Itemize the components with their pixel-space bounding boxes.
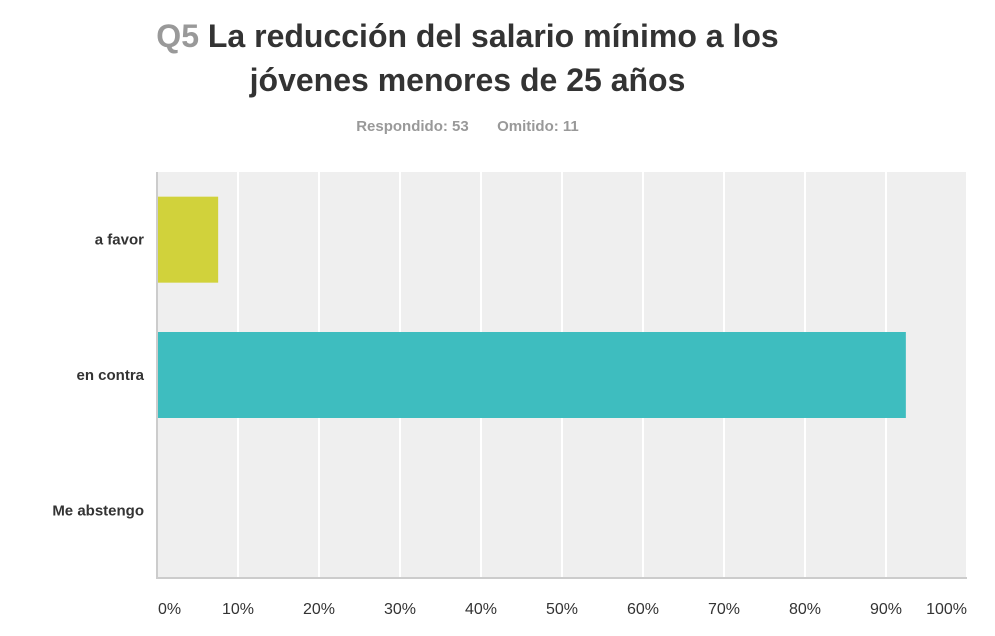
x-tick-label: 60%	[627, 601, 659, 618]
x-tick-label: 100%	[926, 601, 967, 618]
response-stats: Respondido: 53 Omitido: 11	[0, 118, 935, 135]
bar-a-favor	[158, 196, 219, 283]
answered-value: 53	[452, 118, 469, 135]
category-label: en contra	[76, 367, 144, 384]
x-tick-label: 90%	[870, 601, 902, 618]
x-tick-label: 20%	[303, 601, 335, 618]
x-tick-label: 10%	[222, 601, 254, 618]
question-text-line2: jóvenes menores de 25 años	[249, 62, 686, 98]
chart-title: Q5 La reducción del salario mínimo a los…	[0, 14, 935, 102]
skipped-value: 11	[562, 118, 579, 135]
answered-label: Respondido:	[356, 118, 448, 135]
x-tick-label: 30%	[384, 601, 416, 618]
chart-title-line1: Q5 La reducción del salario mínimo a los	[0, 14, 935, 58]
x-tick-label: 70%	[708, 601, 740, 618]
x-tick-label: 50%	[546, 601, 578, 618]
category-label: Me abstengo	[52, 502, 144, 519]
x-tick-label: 80%	[789, 601, 821, 618]
x-tick-label: 0%	[158, 601, 181, 618]
skipped-label: Omitido:	[497, 118, 559, 135]
question-text-line1: La reducción del salario mínimo a los	[207, 18, 779, 54]
category-label: a favor	[95, 232, 144, 249]
question-number: Q5	[156, 18, 199, 54]
bar-en-contra	[158, 332, 906, 418]
x-tick-label: 40%	[465, 601, 497, 618]
